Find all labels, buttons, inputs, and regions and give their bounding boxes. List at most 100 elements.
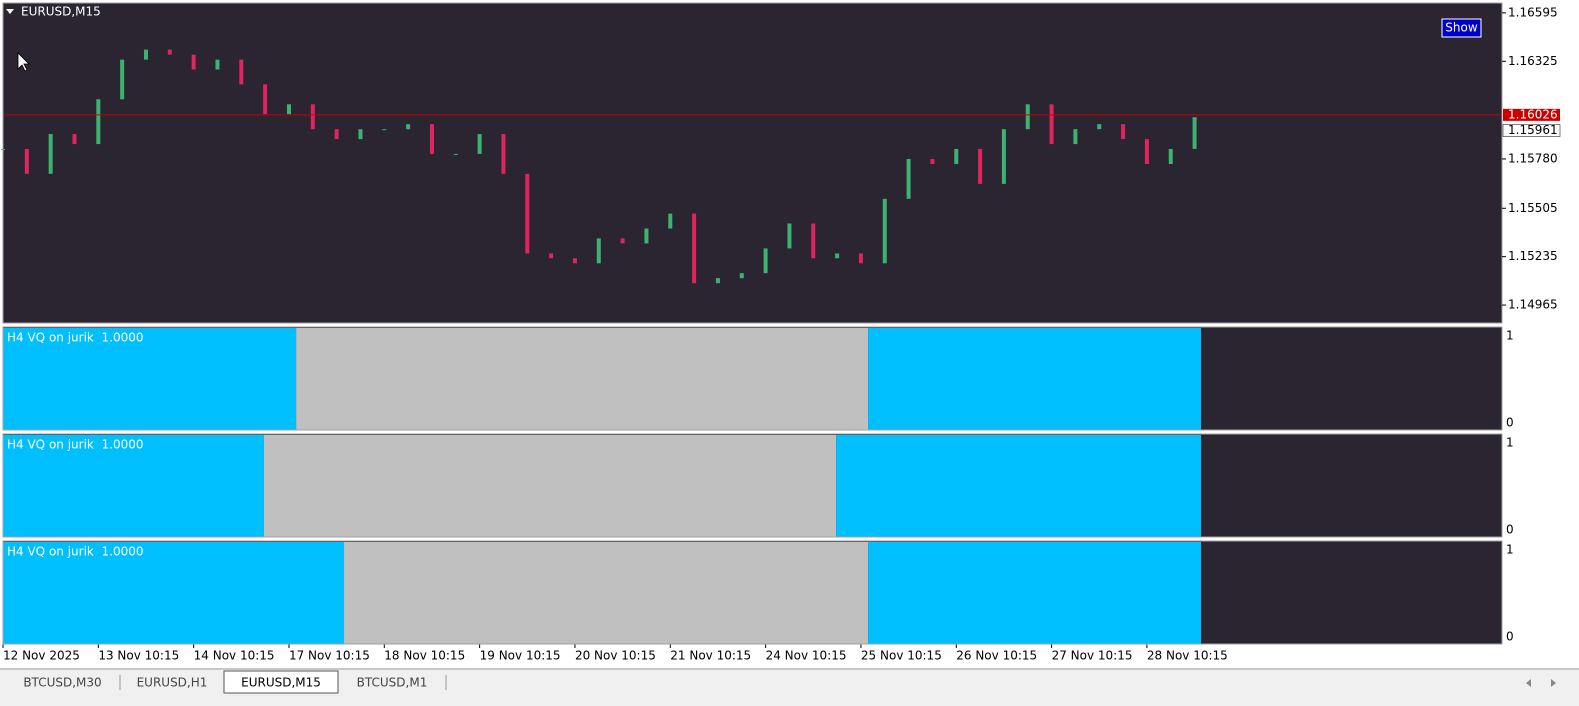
y-tick-label: 1.16325 (1508, 54, 1558, 68)
candle (763, 248, 768, 274)
candle (835, 253, 840, 259)
y-tick-label: 1.15235 (1508, 249, 1558, 263)
state-band (836, 435, 1202, 537)
x-tick-label: 28 Nov 10:15 (1147, 649, 1228, 663)
candle (739, 273, 744, 279)
x-tick-label: 12 Nov 2025 (3, 649, 80, 663)
candle (1168, 148, 1173, 164)
pane-border (2, 326, 1503, 431)
y-tick-label: 0 (1506, 630, 1514, 644)
candle (1073, 129, 1078, 145)
candle (429, 124, 434, 154)
candle (1049, 104, 1054, 145)
candle (334, 129, 339, 140)
x-tick-label: 18 Nov 10:15 (384, 649, 465, 663)
y-tick-label: 1.16595 (1508, 5, 1558, 19)
candle (215, 59, 220, 70)
candle (882, 198, 887, 264)
x-tick-label: 13 Nov 10:15 (98, 649, 179, 663)
tab-active[interactable] (223, 670, 339, 694)
price-label-bg (1503, 108, 1560, 121)
candle (906, 158, 911, 199)
x-tick-label: 14 Nov 10:15 (194, 649, 275, 663)
pane-border (2, 2, 1503, 324)
candle (358, 129, 363, 140)
tab[interactable]: EURUSD,M15 (241, 676, 321, 690)
collapse-arrow[interactable] (6, 9, 14, 14)
tab[interactable]: BTCUSD,M30 (23, 676, 101, 690)
candle (596, 238, 601, 264)
pane-border (2, 540, 1503, 645)
candle (48, 134, 53, 174)
y-tick-label: 1 (1506, 328, 1514, 342)
candle (930, 158, 935, 164)
candle (501, 134, 506, 174)
candle (1097, 124, 1102, 130)
candle (549, 253, 554, 259)
state-band (263, 435, 837, 537)
mouse-cursor (17, 52, 30, 72)
state-band (296, 328, 869, 430)
state-band (868, 542, 1202, 644)
candle (644, 228, 649, 244)
y-tick-label: 1 (1506, 435, 1514, 449)
y-tick-label: 1.15780 (1508, 151, 1558, 165)
candle (572, 258, 577, 264)
y-tick-label: 0 (1506, 523, 1514, 537)
x-tick-label: 19 Nov 10:15 (480, 649, 561, 663)
candle (96, 99, 101, 145)
show-button[interactable] (1441, 18, 1482, 38)
candle (620, 238, 625, 244)
pane-border (2, 433, 1503, 538)
candle (954, 148, 959, 164)
indicator-label: H4 VQ on jurik 1.0000 (7, 545, 143, 559)
scroll-right[interactable] (1551, 679, 1556, 687)
state-band (868, 328, 1202, 430)
candle (72, 134, 77, 145)
tab[interactable]: BTCUSD,M1 (357, 676, 428, 690)
candle (525, 173, 530, 254)
candle (978, 148, 983, 184)
state-band (3, 435, 264, 537)
candle (1192, 117, 1197, 149)
y-tick-label: 1 (1506, 542, 1514, 556)
candle (1121, 124, 1126, 140)
candle (143, 49, 148, 60)
state-band (3, 542, 345, 644)
candle (477, 134, 482, 154)
candle (1144, 139, 1149, 164)
candle (263, 84, 268, 115)
x-tick-label: 17 Nov 10:15 (289, 649, 370, 663)
candle (382, 129, 387, 131)
candle (286, 104, 291, 115)
candle (406, 124, 411, 130)
x-tick-label: 26 Nov 10:15 (956, 649, 1037, 663)
candle (692, 213, 697, 284)
candle (453, 153, 458, 155)
scroll-left[interactable] (1526, 679, 1531, 687)
candle (167, 49, 172, 55)
state-band (3, 328, 297, 430)
candle (24, 148, 29, 174)
bid-label-bg (1502, 124, 1561, 137)
x-tick-label: 20 Nov 10:15 (575, 649, 656, 663)
x-tick-label: 21 Nov 10:15 (670, 649, 751, 663)
show-button-label[interactable]: Show (1445, 21, 1478, 35)
candle (668, 213, 673, 229)
x-tick-label: 25 Nov 10:15 (861, 649, 942, 663)
price-label: 1.16026 (1508, 107, 1558, 121)
x-tick-label: 27 Nov 10:15 (1052, 649, 1133, 663)
candle (715, 278, 720, 284)
y-tick-label: 1.14965 (1508, 298, 1558, 312)
candle (120, 59, 125, 100)
candle (787, 223, 792, 249)
state-band (344, 542, 869, 644)
y-tick-label: 0 (1506, 416, 1514, 430)
candle (1025, 104, 1030, 130)
tab[interactable]: EURUSD,H1 (137, 676, 208, 690)
overlay: EURUSD,M15 Show 1.16595 1.16325 1.15780 1.1… (2, 2, 1561, 690)
marks (1, 49, 1502, 644)
indicator-label: H4 VQ on jurik 1.0000 (7, 331, 143, 345)
candle (239, 59, 244, 85)
